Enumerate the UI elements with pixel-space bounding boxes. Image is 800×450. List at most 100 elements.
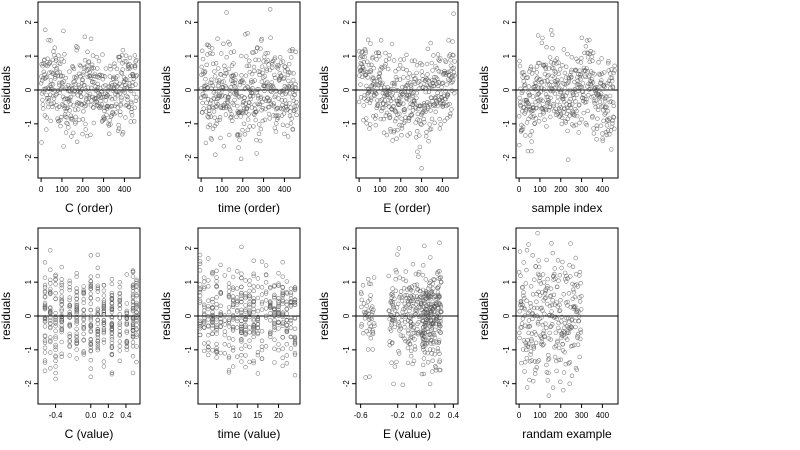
data-point	[556, 80, 561, 86]
data-point	[226, 335, 232, 341]
data-point	[45, 104, 51, 110]
data-point	[109, 80, 114, 86]
data-point	[247, 330, 252, 335]
data-point	[411, 90, 416, 95]
data-point	[370, 331, 376, 336]
data-point	[526, 330, 531, 336]
data-point	[278, 55, 283, 60]
data-point	[74, 309, 79, 315]
data-point	[256, 95, 261, 101]
data-point	[74, 305, 79, 310]
data-point	[81, 350, 86, 355]
x-axis-label: C (value)	[65, 427, 114, 441]
data-point	[263, 291, 269, 296]
data-point	[203, 140, 209, 146]
data-point	[222, 351, 228, 356]
data-point	[264, 84, 270, 89]
data-point	[292, 341, 298, 346]
data-point	[247, 293, 252, 299]
data-point	[435, 285, 440, 290]
data-point	[239, 293, 244, 298]
data-point	[133, 82, 138, 87]
data-point	[101, 322, 107, 327]
data-point	[60, 73, 65, 79]
data-point	[214, 355, 219, 360]
data-point	[272, 327, 277, 333]
data-point	[83, 121, 88, 127]
data-point	[419, 371, 425, 377]
data-point	[552, 266, 557, 271]
data-point	[130, 303, 136, 308]
data-point	[202, 69, 208, 74]
data-point	[382, 64, 387, 69]
data-point	[571, 123, 576, 129]
data-point	[539, 79, 545, 85]
data-point	[604, 132, 609, 138]
data-point	[239, 336, 244, 342]
data-point	[412, 100, 418, 106]
data-point	[433, 75, 439, 80]
data-point	[284, 318, 289, 323]
data-point	[232, 80, 238, 85]
data-point	[579, 35, 584, 40]
data-point	[368, 281, 373, 287]
data-point	[425, 100, 430, 105]
y-tick-label: 0	[184, 87, 193, 92]
data-point	[549, 79, 554, 85]
data-point	[243, 309, 248, 314]
data-point	[271, 103, 277, 109]
data-point	[201, 106, 207, 111]
data-point	[106, 123, 112, 128]
data-point	[214, 350, 219, 355]
data-point	[230, 345, 236, 350]
x-tick-label: 100	[533, 185, 547, 194]
data-point	[411, 298, 416, 304]
data-point	[292, 297, 298, 302]
data-point	[274, 121, 279, 126]
data-point	[562, 325, 567, 330]
data-point	[518, 86, 523, 92]
data-point	[293, 85, 299, 91]
data-point	[437, 116, 442, 122]
data-point	[271, 113, 276, 118]
data-point	[134, 300, 139, 306]
data-point	[585, 69, 590, 74]
data-point	[276, 302, 281, 307]
data-point	[231, 49, 237, 54]
data-point	[452, 59, 457, 64]
data-point	[612, 63, 617, 69]
data-point	[408, 293, 413, 299]
data-point	[416, 272, 421, 277]
data-point	[236, 94, 241, 99]
data-point	[382, 98, 388, 103]
data-point	[536, 264, 542, 270]
data-point	[95, 297, 101, 302]
data-point	[116, 89, 122, 94]
data-point	[253, 57, 258, 62]
data-point	[101, 312, 107, 317]
data-point	[449, 88, 455, 93]
data-point	[402, 325, 407, 330]
data-point	[243, 353, 248, 358]
data-point	[257, 122, 262, 127]
data-point	[284, 342, 289, 347]
data-point	[423, 109, 429, 114]
data-point	[403, 86, 408, 92]
data-point	[202, 312, 207, 318]
x-tick-label: 100	[215, 185, 229, 194]
data-point	[416, 86, 422, 91]
data-point	[42, 289, 48, 294]
data-point	[421, 340, 426, 345]
data-point	[387, 114, 393, 120]
data-point	[424, 76, 429, 81]
data-point	[280, 292, 285, 297]
data-point	[262, 88, 267, 94]
data-point	[602, 70, 607, 75]
data-point	[217, 117, 222, 123]
data-point	[217, 114, 223, 120]
data-point	[239, 313, 244, 319]
data-point	[399, 298, 405, 303]
data-point	[594, 137, 599, 142]
data-point	[424, 61, 430, 67]
data-point	[48, 286, 53, 292]
